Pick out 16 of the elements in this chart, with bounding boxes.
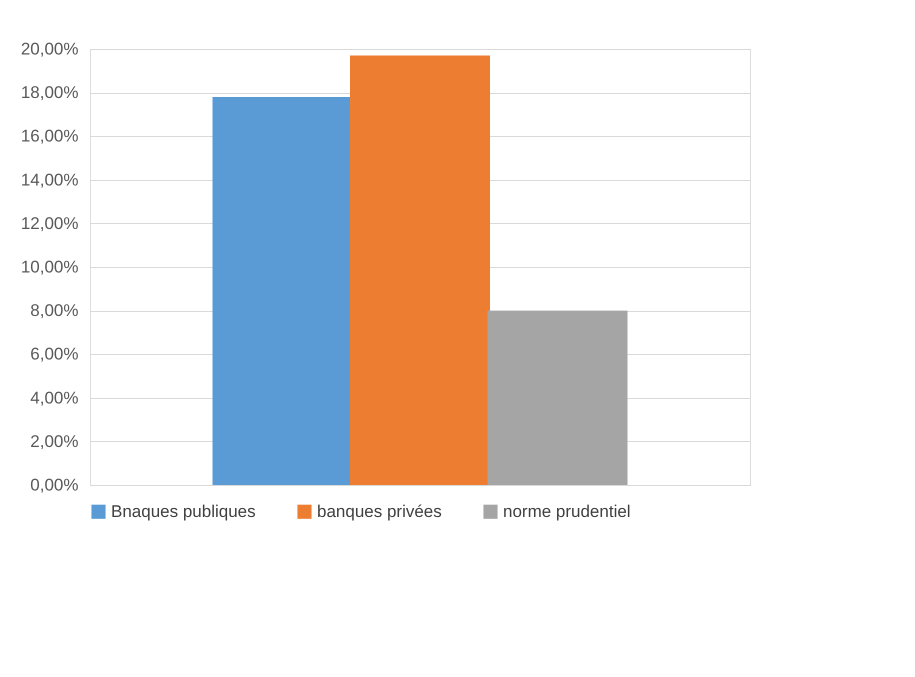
y-tick-label: 12,00%: [20, 214, 78, 233]
legend-label: banques privées: [317, 502, 442, 521]
y-tick-label: 14,00%: [20, 170, 78, 190]
y-tick-label: 0,00%: [30, 476, 78, 494]
legend-label: norme prudentiel: [503, 502, 631, 521]
y-tick-label: 10,00%: [20, 258, 78, 276]
y-tick-label: 18,00%: [20, 83, 78, 102]
legend-label: Bnaques publiques: [111, 502, 256, 521]
y-tick-label: 8,00%: [30, 301, 78, 320]
y-tick-label: 2,00%: [30, 432, 78, 451]
y-tick-label: 6,00%: [30, 344, 78, 364]
y-tick-label: 20,00%: [20, 40, 78, 58]
y-tick-label: 4,00%: [30, 388, 78, 408]
bar: [350, 56, 490, 485]
bar: [488, 310, 628, 485]
y-tick-label: 16,00%: [20, 126, 78, 146]
